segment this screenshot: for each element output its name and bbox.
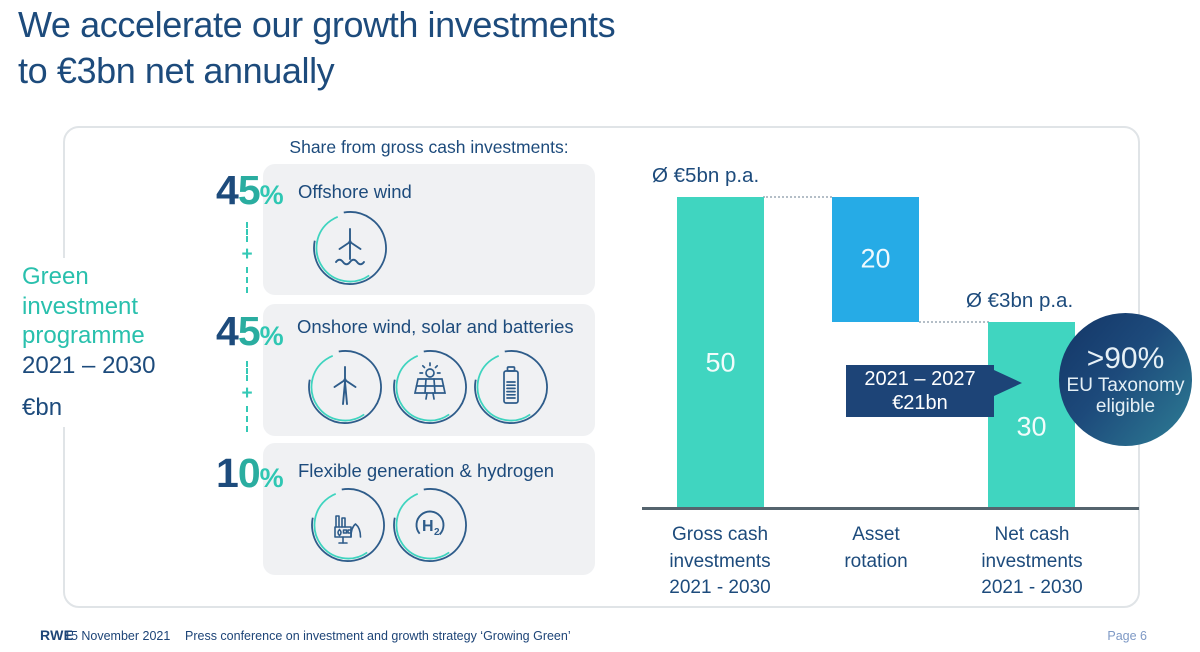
pct-digit: 0 — [237, 450, 261, 496]
pct-digit: 4 — [216, 308, 239, 354]
x-label-line: Asset — [852, 524, 900, 545]
slide-title-line2: to €3bn net annually — [18, 50, 335, 91]
x-label-line: investments — [669, 550, 771, 572]
slide-title-line1: We accelerate our growth investments — [18, 4, 616, 45]
svg-text:2: 2 — [434, 527, 440, 538]
offshore-wind-turbine-icon — [312, 210, 388, 286]
x-label-line: Gross cash — [671, 524, 769, 545]
slide-title: We accelerate our growth investments to … — [18, 2, 616, 94]
share-percentage: 10% — [216, 450, 284, 498]
programme-label: Green investment programme 2021 – 2030 €… — [20, 258, 166, 427]
dash-segment — [246, 267, 248, 293]
footer-page-number: Page 6 — [1107, 629, 1147, 643]
x-label-net-cash: Net cash investments 2021 - 2030 — [947, 522, 1117, 602]
share-label-flexible-hydrogen: Flexible generation & hydrogen — [298, 460, 555, 481]
badge-percentage: >90% — [1086, 341, 1165, 375]
x-label-line: rotation — [844, 550, 908, 572]
power-plant-icon — [310, 487, 386, 563]
share-label-onshore-solar-batteries: Onshore wind, solar and batteries — [297, 316, 574, 337]
bar-value-label: 30 — [1016, 411, 1047, 442]
footer-date: 15 November 2021 — [64, 629, 171, 643]
eu-taxonomy-badge: >90% EU Taxonomy eligible — [1059, 313, 1192, 446]
pct-digit: 1 — [216, 450, 239, 496]
share-label-offshore-wind: Offshore wind — [298, 181, 412, 202]
connector-dotted-line — [919, 320, 989, 323]
pct-digit: 5 — [237, 308, 261, 354]
share-percentage: 45% — [216, 308, 284, 356]
programme-unit: €bn — [22, 394, 63, 421]
programme-name-line: investment — [22, 292, 139, 320]
hydrogen-icon: H 2 — [392, 487, 468, 563]
connector-dotted-line — [763, 196, 832, 198]
svg-text:H: H — [422, 518, 434, 535]
solar-panel-icon — [392, 349, 468, 425]
plus-sign: + — [241, 383, 253, 404]
bar-gross-cash-investments: 50 — [677, 197, 764, 509]
dash-segment — [246, 406, 248, 432]
share-box-onshore-solar-batteries — [263, 304, 595, 436]
pct-sign: % — [259, 463, 284, 493]
bar-value-label: 20 — [860, 243, 891, 274]
plus-sign: + — [241, 244, 253, 265]
x-label-line: Net cash — [994, 524, 1070, 545]
programme-name-line: programme — [22, 322, 145, 349]
avg-gross-label: Ø €5bn p.a. — [652, 164, 760, 187]
plus-connector: + — [240, 361, 254, 432]
bar-value-label: 50 — [705, 347, 736, 378]
dash-segment — [246, 361, 248, 381]
x-label-line: 2021 - 2030 — [669, 577, 771, 598]
footer-caption: Press conference on investment and growt… — [185, 629, 571, 643]
badge-text-line: eligible — [1095, 396, 1156, 417]
callout-2021-2027: 2021 – 2027 €21bn — [846, 365, 1022, 417]
x-label-asset-rotation: Asset rotation — [791, 522, 961, 575]
x-label-gross-cash: Gross cash investments 2021 - 2030 — [635, 522, 805, 602]
programme-period: 2021 – 2030 — [22, 351, 156, 379]
avg-net-label: Ø €3bn p.a. — [966, 289, 1074, 312]
x-label-line: investments — [981, 550, 1083, 572]
bar-asset-rotation: 20 — [832, 197, 919, 322]
callout-period: 2021 – 2027 — [864, 368, 976, 390]
callout-amount: €21bn — [892, 392, 948, 414]
share-box-offshore-wind — [263, 164, 595, 295]
pct-digit: 4 — [216, 167, 239, 213]
dash-segment — [246, 222, 248, 242]
x-axis-line — [642, 507, 1139, 510]
rwe-logo: RWE — [40, 627, 74, 643]
bar-net-cash-investments: 30 — [988, 321, 1075, 509]
waterfall-chart: 50 20 30 — [642, 196, 1140, 509]
pct-sign: % — [259, 180, 284, 210]
share-percentage: 45% — [216, 167, 284, 215]
wind-turbine-icon — [307, 349, 383, 425]
pct-sign: % — [259, 321, 284, 351]
share-heading: Share from gross cash investments: — [289, 137, 569, 157]
plus-connector: + — [240, 222, 254, 293]
x-label-line: 2021 - 2030 — [981, 577, 1083, 598]
programme-name-line: Green — [22, 263, 89, 290]
badge-text-line: EU Taxonomy — [1066, 374, 1185, 396]
pct-digit: 5 — [237, 167, 261, 213]
battery-icon — [473, 349, 549, 425]
